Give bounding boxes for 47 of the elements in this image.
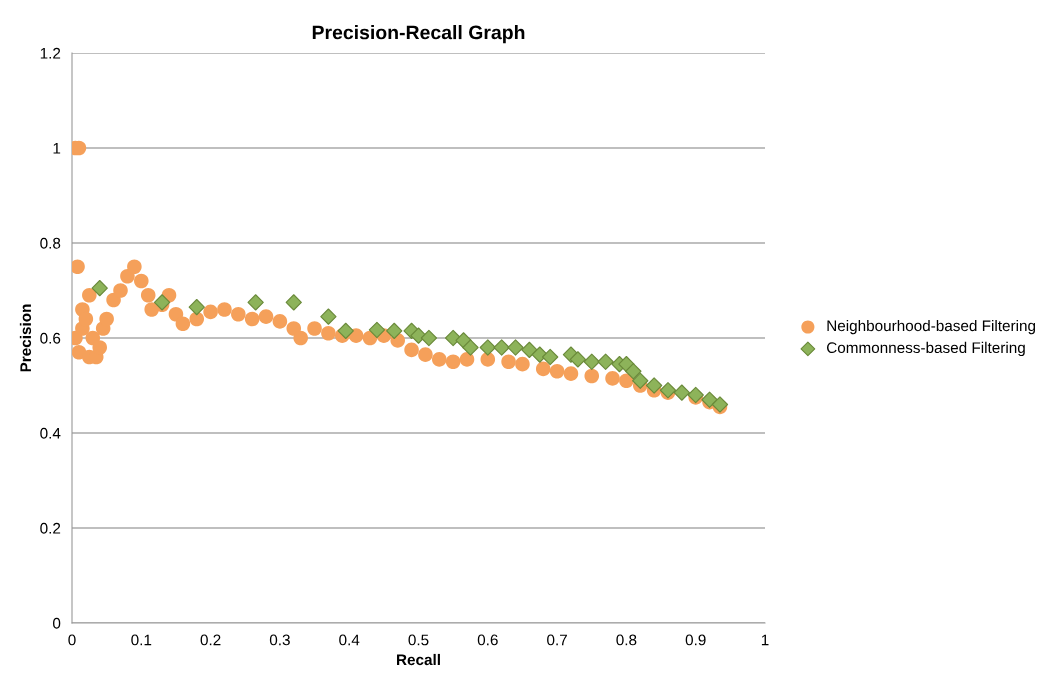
- y-tick-label: 0.2: [40, 522, 61, 534]
- point: [632, 372, 649, 389]
- point: [583, 353, 600, 370]
- point: [521, 341, 538, 359]
- point: [320, 308, 337, 325]
- point: [597, 353, 614, 370]
- x-axis-title: Recall: [397, 653, 440, 666]
- point: [542, 348, 559, 366]
- point: [645, 377, 663, 394]
- x-tick-label: 0.2: [200, 634, 221, 646]
- x-tick-label: 0.9: [685, 634, 706, 646]
- x-tick-label: 0.6: [477, 634, 498, 646]
- point: [91, 279, 108, 297]
- y-tick-label: 0.8: [40, 237, 61, 249]
- x-tick-label: 0: [68, 634, 76, 646]
- point: [420, 329, 438, 347]
- chart-title: Precision-Recall Graph: [312, 25, 525, 44]
- point: [188, 298, 205, 316]
- x-tick-label: 1: [761, 634, 769, 646]
- y-tick-label: 0.6: [40, 332, 61, 344]
- point: [247, 294, 264, 311]
- point: [569, 351, 587, 368]
- point: [386, 322, 403, 340]
- x-tick-label: 0.8: [616, 634, 637, 646]
- point: [673, 384, 691, 401]
- y-tick-label: 0: [52, 617, 61, 629]
- y-axis-title: Precision: [19, 304, 32, 372]
- point: [285, 294, 302, 311]
- y-tick-label: 0.4: [40, 427, 61, 439]
- x-tick-label: 0.5: [408, 634, 429, 646]
- point: [368, 321, 386, 339]
- point: [625, 363, 642, 380]
- point: [444, 329, 462, 347]
- x-tick-label: 0.3: [269, 634, 290, 646]
- x-tick-label: 0.7: [547, 634, 567, 646]
- y-tick-label: 1: [53, 143, 61, 154]
- point: [687, 386, 704, 404]
- point: [479, 339, 496, 356]
- legend-label: Commonness-based Filtering: [827, 341, 1025, 357]
- point: [462, 339, 479, 356]
- point: [337, 322, 354, 340]
- x-tick-label: 0.4: [339, 634, 360, 646]
- point: [493, 339, 510, 356]
- legend-label: Neighbourhood-based Filtering: [827, 319, 1036, 335]
- y-tick-label: 1.2: [40, 47, 61, 59]
- x-tick-label: 0.1: [131, 634, 152, 646]
- point: [507, 339, 524, 356]
